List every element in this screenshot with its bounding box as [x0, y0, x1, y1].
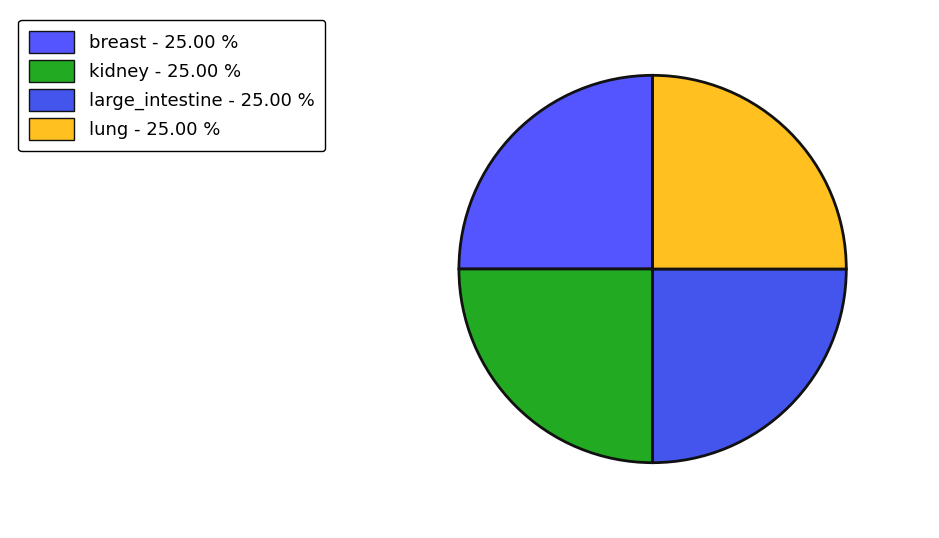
Wedge shape: [653, 75, 846, 269]
Wedge shape: [459, 75, 653, 269]
Legend: breast - 25.00 %, kidney - 25.00 %, large_intestine - 25.00 %, lung - 25.00 %: breast - 25.00 %, kidney - 25.00 %, larg…: [19, 20, 326, 151]
Wedge shape: [459, 269, 653, 463]
Wedge shape: [653, 269, 846, 463]
